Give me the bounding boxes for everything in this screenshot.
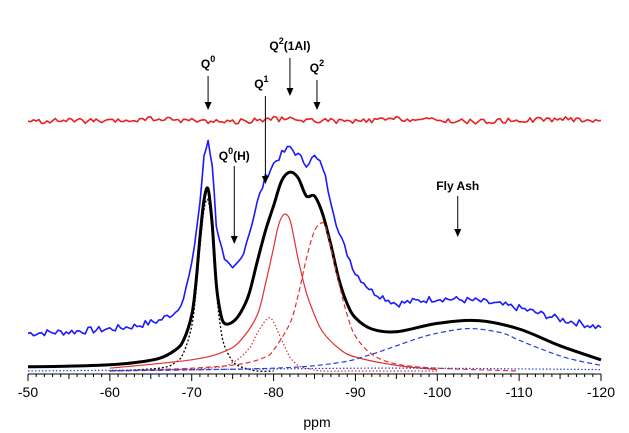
annotation-4: Q2	[310, 58, 324, 110]
annotation-2: Q1	[254, 74, 269, 184]
annotation-label: Q1	[254, 74, 268, 91]
x-tick-label: -80	[263, 384, 283, 400]
x-tick-label: -100	[423, 384, 451, 400]
annotation-label: Q2	[310, 58, 324, 75]
series-line-blue-dashed	[109, 327, 602, 372]
annotation-5: Fly Ash	[436, 179, 479, 237]
annotation-label: Q0	[201, 54, 215, 71]
annotations-layer: Q0 Q0(H) Q1 Q2(1Al)Q2 Fly Ash	[201, 36, 479, 244]
annotation-arrow-head	[261, 176, 269, 184]
series-line-red-dotted	[109, 317, 438, 372]
x-tick-label: -50	[18, 384, 38, 400]
x-axis: -50 -60 -70 -80 -90 -100 -110 -120	[18, 373, 615, 400]
series-line-red-residual	[27, 115, 602, 125]
annotation-arrow-head	[230, 236, 238, 244]
annotation-1: Q0(H)	[219, 146, 250, 244]
x-tick-label: -60	[100, 384, 120, 400]
annotation-3: Q2(1Al)	[269, 36, 310, 96]
annotation-arrow-head	[313, 102, 321, 110]
x-tick-label: -70	[182, 384, 202, 400]
series-line-blue-solid	[27, 139, 602, 337]
series-line-red-dashed	[109, 222, 520, 372]
x-axis-label: ppm	[303, 414, 330, 430]
series-line-red-solid	[109, 213, 438, 371]
x-tick-label: -110	[506, 384, 533, 400]
annotation-arrow-head	[454, 229, 462, 237]
annotation-0: Q0	[201, 54, 215, 110]
annotation-arrow-head	[204, 102, 212, 110]
annotation-label: Q0(H)	[219, 146, 250, 163]
series-layer	[27, 115, 602, 372]
x-tick-label: -120	[587, 384, 615, 400]
annotation-arrow-head	[286, 88, 294, 96]
series-line-black-dotted	[109, 198, 274, 372]
series-line-black-thick	[27, 170, 602, 369]
annotation-label: Fly Ash	[436, 179, 479, 193]
x-tick-label: -90	[345, 384, 365, 400]
annotation-label: Q2(1Al)	[269, 36, 310, 53]
